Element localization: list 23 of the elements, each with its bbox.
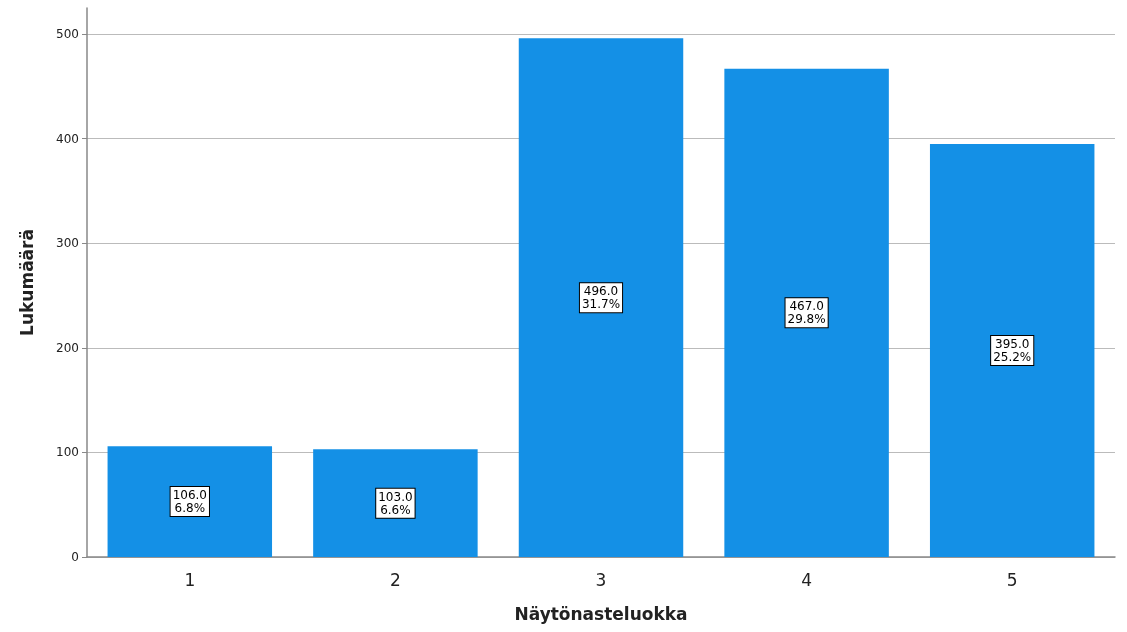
- x-tick-label: 4: [801, 569, 813, 590]
- data-label: 467.0 29.8%: [787, 299, 826, 327]
- y-axis-title: Lukumäärä: [16, 229, 37, 336]
- y-tick-label: 200: [56, 340, 79, 355]
- data-label: 496.0 31.7%: [581, 284, 621, 312]
- x-tick-label: 5: [1006, 569, 1018, 590]
- y-tick-label: 500: [56, 27, 79, 42]
- bar: [107, 446, 273, 557]
- bar: [518, 38, 684, 557]
- x-axis-title: Näytönasteluokka: [514, 603, 688, 624]
- data-label: 103.0 6.6%: [378, 489, 413, 517]
- bar: [724, 68, 889, 557]
- y-tick-label: 100: [56, 445, 79, 460]
- x-tick-label: 2: [389, 569, 401, 590]
- x-tick-label: 3: [595, 569, 607, 590]
- data-label: 395.0 25.2%: [993, 336, 1032, 364]
- x-tick-label: 1: [184, 569, 196, 590]
- y-tick-label: 300: [56, 236, 79, 251]
- y-tick-label: 400: [56, 131, 79, 146]
- data-label: 106.0 6.8%: [172, 488, 207, 516]
- y-tick-label: 0: [71, 550, 79, 564]
- bar: [929, 143, 1095, 557]
- bar: [313, 449, 478, 557]
